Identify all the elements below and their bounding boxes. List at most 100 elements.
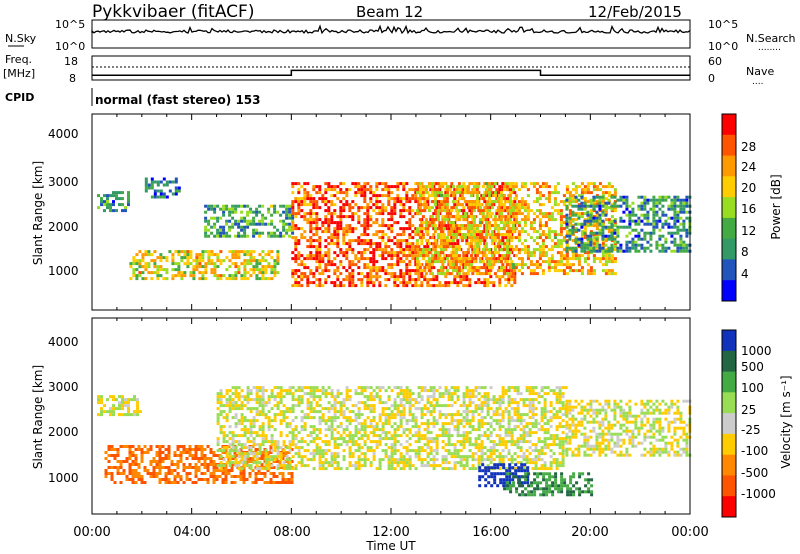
power-heat-cell [330,218,334,222]
vel-heat-cell [240,452,244,456]
power-heat-cell [189,262,193,266]
power-heat-cell [318,185,322,189]
vel-heat-cell [209,463,213,466]
vel-heat-cell [109,407,112,411]
power-heat-cell [556,209,560,213]
power-heat-cell [471,218,475,222]
power-heat-cell [342,230,346,234]
power-heat-cell [541,194,545,198]
power-heat-cell [381,239,385,243]
power-heat-cell [547,215,551,219]
power-heat-cell [595,237,599,241]
power-heat-cell [207,250,211,254]
power-heat-cell [610,260,614,264]
vel-heat-cell [282,443,286,447]
power-heat-cell [661,210,665,214]
power-heat-cell [300,197,304,201]
power-heat-cell [345,257,349,261]
vel-heat-cell [270,449,274,453]
power-heat-cell [375,242,379,246]
power-heat-cell [321,260,325,264]
power-heat-cell [255,274,259,278]
power-heat-cell [357,278,361,282]
power-heat-cell [490,206,494,210]
power-heat-cell [378,236,382,240]
power-heat-cell [499,218,503,222]
power-heat-cell [538,218,542,222]
power-heat-cell [468,209,472,213]
vel-heat-cell [155,466,159,469]
power-heat-cell [342,251,346,255]
power-heat-cell [670,234,674,238]
power-heat-cell [589,266,593,270]
vel-heat-cell [237,449,241,453]
power-heat-cell [276,262,280,266]
power-heat-cell [510,284,514,288]
vel-heat-cell [261,410,265,414]
power-heat-cell [177,250,181,254]
power-heat-cell [216,259,220,263]
vel-heat-cell [260,451,264,454]
vel-heat-cell [309,410,313,414]
power-heat-cell [507,194,511,198]
power-heat-cell [502,266,506,270]
power-heat-cell [231,274,235,278]
power-heat-cell [309,245,313,249]
power-heat-cell [291,224,295,228]
power-heat-cell [432,227,436,231]
power-heat-cell [207,222,211,226]
power-heat-cell [174,192,178,196]
power-heat-cell [505,242,509,246]
power-heat-cell [637,237,641,241]
power-heat-cell [357,242,361,246]
power-heat-cell [499,269,503,273]
power-heat-cell [508,212,512,216]
vel-heat-cell [243,446,247,450]
power-heat-cell [562,248,566,252]
vel-heat-cell [312,431,316,435]
power-heat-cell [351,200,355,204]
power-heat-cell [420,281,424,285]
power-heat-cell [390,212,394,216]
power-heat-cell [342,215,346,219]
power-heat-cell [532,185,536,189]
power-heat-cell [523,248,527,252]
power-heat-cell [207,204,211,208]
power-heat-cell [628,204,632,208]
vel-heat-cell [336,437,340,441]
power-heat-cell [664,213,668,217]
vel-heat-cell [219,455,223,459]
vel-heat-cell [294,443,298,447]
power-heat-cell [451,194,455,198]
power-heat-cell [315,260,319,264]
power-heat-cell [613,237,617,241]
power-heat-cell [462,182,466,186]
power-heat-cell [679,204,683,208]
power-heat-cell [538,248,542,252]
power-heat-cell [366,215,370,219]
power-heat-cell [276,210,280,214]
vel-heat-cell [279,419,283,423]
vel-heat-cell [324,395,328,399]
vel-heat-cell [270,407,274,411]
power-heat-cell [402,254,406,258]
vel-heat-cell [221,451,225,454]
vel-heat-cell [348,398,352,402]
power-heat-cell [324,182,328,186]
power-heat-cell [306,245,310,249]
vel-heat-cell [285,410,289,414]
power-heat-cell [544,245,548,249]
power-heat-cell [207,219,211,223]
vel-heat-cell [315,428,319,432]
power-heat-cell [345,233,349,237]
power-cbar-tick-24: 24 [741,160,756,174]
power-heat-cell [565,239,569,243]
power-heat-cell [375,188,379,192]
power-heat-cell [399,248,403,252]
power-heat-cell [565,263,569,267]
vel-heat-cell [366,404,370,408]
power-heat-cell [252,222,256,226]
vel-heat-cell [110,466,114,469]
power-heat-cell [430,260,434,264]
vel-heat-cell [215,475,219,478]
